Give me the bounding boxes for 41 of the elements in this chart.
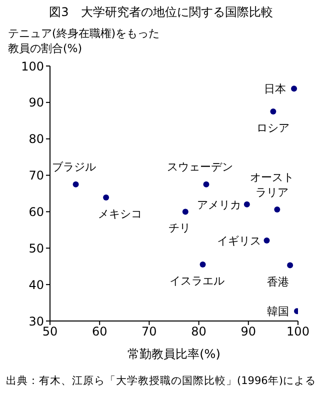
chart-title: 図3 大学研究者の地位に関する国際比較	[48, 4, 274, 21]
y-tick-label: 80	[28, 132, 44, 146]
x-tick-label: 90	[240, 324, 256, 339]
x-axis-title: 常勤教員比率(%)	[126, 346, 222, 363]
y-tick-label: 30	[28, 314, 44, 328]
annotation: 香港	[267, 275, 290, 288]
y-tick-label: 40	[28, 278, 44, 292]
x-tick-label: 100	[286, 324, 310, 339]
point	[72, 181, 79, 188]
annotation: スウェーデン	[167, 160, 234, 174]
annotation: オーストラリア	[249, 170, 296, 200]
x-tick-label: 60	[92, 324, 108, 339]
annotation: 韓国	[267, 305, 290, 318]
x-tick-label: 50	[42, 324, 58, 339]
point	[103, 194, 110, 201]
point	[182, 208, 188, 215]
annotation: イスラエル	[169, 274, 224, 288]
y-tick-label: 70	[28, 168, 44, 183]
annotation: アメリカ	[196, 198, 241, 212]
y-tick-label: 60	[28, 204, 44, 219]
annotation: ブラジル	[52, 160, 96, 174]
annotation: イギリス	[216, 234, 261, 248]
point	[274, 206, 280, 213]
annotation: メキシコ	[98, 208, 142, 221]
y-tick-label: 50	[28, 241, 44, 256]
point	[287, 262, 294, 268]
annotation: 日本	[264, 82, 286, 96]
y-tick-label: 90	[28, 96, 44, 110]
y-tick-label: 100	[21, 59, 44, 74]
point	[244, 201, 250, 208]
annotation: チリ	[168, 222, 190, 235]
point	[264, 237, 270, 244]
point	[270, 108, 276, 115]
y-axis-title: テニュア(終身在職権)をもった教員の割合(%)	[8, 26, 161, 56]
source-note: 出典：有木、江原ら「大学教授職の国際比較」(1996年)による	[5, 374, 317, 388]
x-tick-label: 80	[191, 324, 206, 339]
x-tick-label: 70	[142, 324, 157, 339]
point	[200, 262, 206, 268]
point	[291, 86, 298, 92]
point	[203, 181, 210, 188]
annotation: ロシア	[256, 122, 290, 135]
